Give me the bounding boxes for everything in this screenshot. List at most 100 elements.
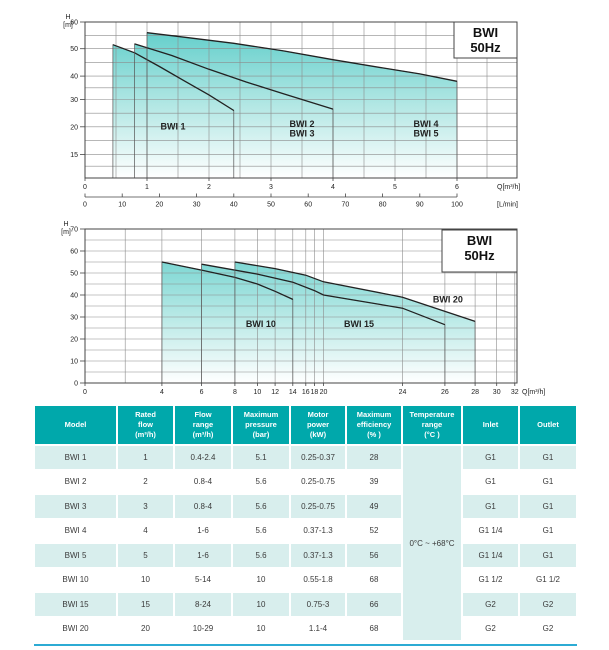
cell-bwi-20-0: BWI 20	[34, 616, 117, 641]
x-tick-label: 18	[311, 389, 319, 396]
cell-bwi-1-4: 0.25-0.37	[290, 445, 346, 470]
cell-bwi-5-2: 1-6	[174, 543, 232, 568]
cell-bwi-1-0: BWI 1	[34, 445, 117, 470]
series-label: BWI 1	[160, 122, 185, 132]
x-tick-label: 28	[471, 389, 479, 396]
y-tick-label: 10	[70, 359, 78, 366]
y-tick-label: 15	[70, 152, 78, 159]
x-tick-label: 24	[399, 389, 407, 396]
cell-bwi-20-3: 10	[232, 616, 290, 641]
x2-tick-label: 0	[83, 202, 87, 209]
table-header-flow: Flow range (m³/h)	[174, 405, 232, 445]
x-tick-label: 5	[393, 184, 397, 191]
x-tick-label: 1	[145, 184, 149, 191]
cell-bwi-10-3: 10	[232, 567, 290, 592]
series-label: BWI 2	[289, 119, 314, 129]
cell-bwi-3-1: 3	[117, 494, 174, 519]
x-tick-label: 20	[320, 389, 328, 396]
cell-bwi-3-5: 49	[346, 494, 402, 519]
cell-bwi-4-6: G1 1/4	[462, 518, 519, 543]
x-tick-label: 16	[302, 389, 310, 396]
y-tick-label: 60	[70, 20, 78, 27]
x-tick-label: 4	[331, 184, 335, 191]
cell-bwi-4-5: 52	[346, 518, 402, 543]
y-axis-unit: [m]	[61, 229, 71, 236]
y-tick-label: 50	[70, 271, 78, 278]
x2-tick-label: 60	[304, 202, 312, 209]
cell-bwi-10-1: 10	[117, 567, 174, 592]
cell-bwi-3-4: 0.25-0.75	[290, 494, 346, 519]
cell-bwi-10-5: 68	[346, 567, 402, 592]
x-tick-label: 2	[207, 184, 211, 191]
cell-bwi-4-2: 1-6	[174, 518, 232, 543]
cell-bwi-1-6: G1	[462, 445, 519, 470]
cell-bwi-2-1: 2	[117, 469, 174, 494]
table-header-outlet: Outlet	[519, 405, 577, 445]
cell-bwi-4-0: BWI 4	[34, 518, 117, 543]
x-tick-label: 3	[269, 184, 273, 191]
x2-tick-label: 100	[451, 202, 463, 209]
chart-title: 50Hz	[464, 248, 495, 263]
cell-bwi-2-4: 0.25-0.75	[290, 469, 346, 494]
cell-temperature-range: 0°C ~ +68°C	[402, 445, 462, 641]
x2-tick-label: 20	[156, 202, 164, 209]
x2-tick-label: 70	[342, 202, 350, 209]
pump-curve-chart-bwi-1-5: 60 50 40 30 20 15 H[m] 0 1 2 3 4 5 6 Q[m³/h] 0 10 20 30 40 5…	[63, 14, 520, 209]
chart-title: BWI	[467, 233, 492, 248]
cell-bwi-15-2: 8-24	[174, 592, 232, 617]
table-header-rated: Rated flow (m³/h)	[117, 405, 174, 445]
table-header-inlet: Inlet	[462, 405, 519, 445]
cell-bwi-5-7: G1	[519, 543, 577, 568]
cell-bwi-2-3: 5.6	[232, 469, 290, 494]
x-tick-label: 8	[233, 389, 237, 396]
y-tick-label: 20	[70, 124, 78, 131]
cell-bwi-10-6: G1 1/2	[462, 567, 519, 592]
cell-bwi-5-1: 5	[117, 543, 174, 568]
cell-bwi-5-3: 5.6	[232, 543, 290, 568]
cell-bwi-1-5: 28	[346, 445, 402, 470]
table-header-model: Model	[34, 405, 117, 445]
cell-bwi-5-5: 56	[346, 543, 402, 568]
curve-line-bwi-20	[234, 261, 476, 323]
cell-bwi-10-0: BWI 10	[34, 567, 117, 592]
x2-tick-label: 40	[230, 202, 238, 209]
cell-bwi-1-2: 0.4-2.4	[174, 445, 232, 470]
y-tick-label: 40	[70, 293, 78, 300]
x2-tick-label: 80	[379, 202, 387, 209]
table-bottom-rule	[34, 644, 577, 646]
cell-bwi-4-7: G1	[519, 518, 577, 543]
x2-tick-label: 50	[267, 202, 275, 209]
table-header-maximum: Maximum efficiency (% )	[346, 405, 402, 445]
y-tick-label: 0	[74, 381, 78, 388]
chart-title-box	[441, 229, 518, 273]
cell-bwi-15-7: G2	[519, 592, 577, 617]
x-tick-label: 10	[254, 389, 262, 396]
y-tick-label: 60	[70, 249, 78, 256]
cell-bwi-15-4: 0.75-3	[290, 592, 346, 617]
x-axis-unit: Q[m³/h]	[497, 184, 520, 191]
y-tick-label: 70	[70, 227, 78, 234]
cell-bwi-2-5: 39	[346, 469, 402, 494]
cell-bwi-20-5: 68	[346, 616, 402, 641]
x-tick-label: 32	[511, 389, 519, 396]
series-label: BWI 10	[246, 319, 276, 329]
x2-axis-unit: [L/min]	[497, 202, 518, 209]
cell-bwi-2-7: G1	[519, 469, 577, 494]
x-tick-label: 6	[200, 389, 204, 396]
cell-bwi-5-0: BWI 5	[34, 543, 117, 568]
cell-bwi-4-3: 5.6	[232, 518, 290, 543]
y-tick-label: 40	[70, 74, 78, 81]
cell-bwi-15-6: G2	[462, 592, 519, 617]
cell-bwi-15-1: 15	[117, 592, 174, 617]
y-tick-label: 50	[70, 46, 78, 53]
x2-tick-label: 90	[416, 202, 424, 209]
cell-bwi-5-4: 0.37-1.3	[290, 543, 346, 568]
table-header-motor: Motor power (kW)	[290, 405, 346, 445]
cell-bwi-20-4: 1.1-4	[290, 616, 346, 641]
series-label: BWI 5	[413, 128, 438, 138]
cell-bwi-15-0: BWI 15	[34, 592, 117, 617]
cell-bwi-3-7: G1	[519, 494, 577, 519]
curve-area-bwi-20	[234, 262, 476, 383]
